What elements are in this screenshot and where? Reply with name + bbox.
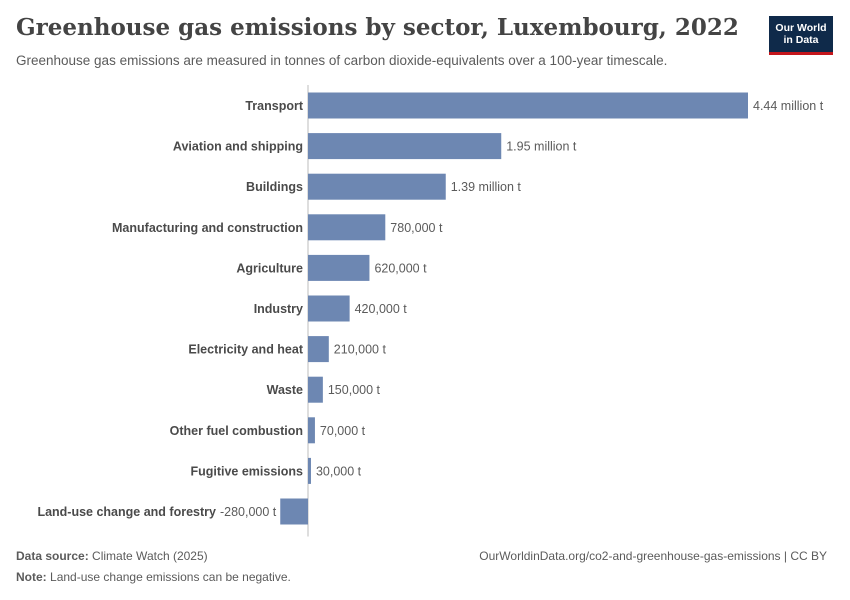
category-label: Aviation and shipping (173, 140, 303, 154)
data-source-link[interactable]: Climate Watch (2025) (92, 549, 208, 563)
category-label: Waste (267, 383, 303, 397)
value-label: -280,000 t (220, 505, 277, 519)
value-label: 1.39 million t (451, 180, 522, 194)
chart-title: Greenhouse gas emissions by sector, Luxe… (16, 14, 739, 41)
value-label: 70,000 t (320, 424, 366, 438)
value-label: 420,000 t (355, 302, 408, 316)
bar-chart: 4.44 million t Transport 1.95 million t Avi… (37, 85, 824, 537)
bar[interactable] (308, 376, 323, 403)
category-label: Land-use change and forestry (37, 505, 216, 519)
category-label: Buildings (246, 180, 303, 194)
logo-line-2: in Data (783, 34, 819, 46)
bar[interactable] (308, 295, 350, 322)
value-label: 620,000 t (374, 261, 427, 275)
category-label: Agriculture (236, 261, 303, 275)
value-label: 4.44 million t (753, 99, 824, 113)
bar[interactable] (308, 254, 370, 281)
bar[interactable] (308, 336, 329, 363)
value-label: 780,000 t (390, 221, 443, 235)
logo-line-1: Our World (775, 22, 827, 34)
owid-logo[interactable]: Our World in Data (769, 16, 833, 55)
value-label: 1.95 million t (506, 140, 577, 154)
chart-note: Note: Land-use change emissions can be n… (16, 570, 291, 584)
category-label: Fugitive emissions (190, 464, 303, 478)
bar[interactable] (308, 214, 386, 241)
bar[interactable] (308, 133, 502, 160)
bar[interactable] (280, 498, 308, 525)
value-label: 210,000 t (334, 343, 387, 357)
note-label: Note: (16, 570, 47, 584)
category-label: Manufacturing and construction (112, 221, 303, 235)
value-label: 150,000 t (328, 383, 381, 397)
bar[interactable] (308, 92, 748, 119)
value-label: 30,000 t (316, 464, 362, 478)
category-label: Electricity and heat (188, 343, 303, 357)
category-label: Industry (254, 302, 303, 316)
source-url-link[interactable]: OurWorldinData.org/co2-and-greenhouse-ga… (479, 549, 827, 563)
note-text: Land-use change emissions can be negativ… (50, 570, 291, 584)
bar[interactable] (308, 457, 311, 484)
data-source: Data source: Climate Watch (2025) (16, 549, 208, 563)
category-label: Transport (245, 99, 303, 113)
bar[interactable] (308, 417, 315, 444)
category-label: Other fuel combustion (170, 424, 303, 438)
bar[interactable] (308, 173, 446, 200)
data-source-label: Data source: (16, 549, 89, 563)
chart-subtitle: Greenhouse gas emissions are measured in… (16, 53, 668, 68)
